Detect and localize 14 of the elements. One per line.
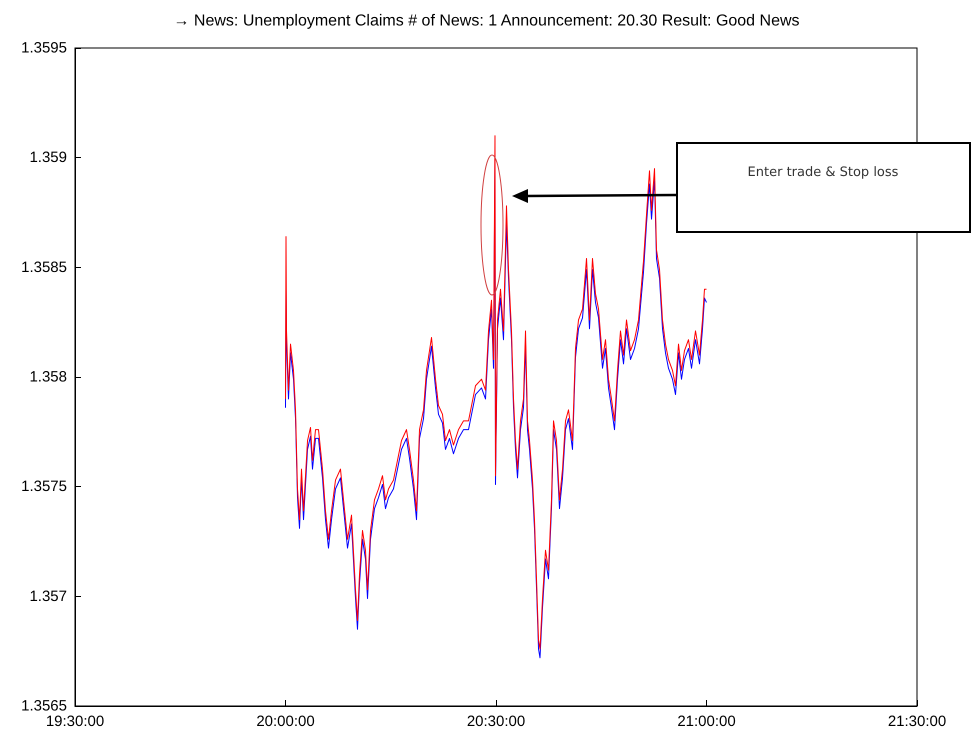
chart-title: → News: Unemployment Claims # of News: 1 Announcement: 20.30 Result: Good News bbox=[173, 12, 800, 30]
x-tick-label: 21:30:00 bbox=[888, 713, 946, 730]
x-tick-label: 20:30:00 bbox=[466, 713, 526, 730]
y-tick-label: 1.358 bbox=[29, 368, 67, 386]
x-tick-label: 21:00:00 bbox=[677, 713, 736, 730]
y-tick-label: 1.357 bbox=[29, 588, 67, 605]
y-tick-label: 1.3565 bbox=[21, 698, 67, 714]
x-tick-label: 20:00:00 bbox=[256, 713, 315, 730]
y-tick-label: 1.3595 bbox=[21, 40, 67, 56]
y-tick-label: 1.3585 bbox=[21, 258, 67, 276]
x-tick-label: 19:30:00 bbox=[46, 713, 104, 730]
y-tick-label: 1.3575 bbox=[21, 478, 67, 496]
y-tick-label: 1.359 bbox=[29, 149, 67, 166]
annotation: Enter trade & Stop loss bbox=[748, 165, 899, 180]
